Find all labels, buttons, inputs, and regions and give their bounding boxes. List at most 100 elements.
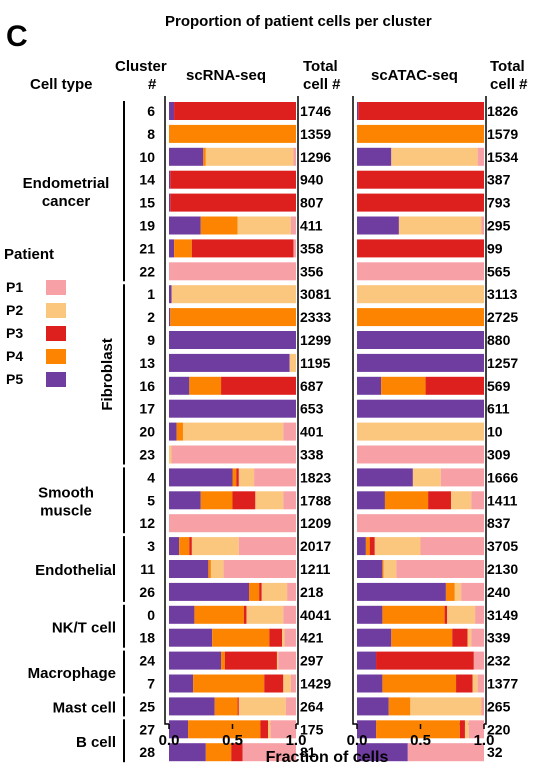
bar-rna-c19-p4 — [200, 216, 238, 235]
bar-rna-c21-p3 — [191, 239, 294, 258]
bar-rna-c25-p2 — [238, 697, 286, 716]
bar-rna-c25-p3 — [237, 697, 239, 716]
bar-rna-c0-p2 — [246, 605, 284, 624]
bar-rna-c15-p5 — [169, 193, 171, 212]
bar-atac-c7-p1 — [477, 674, 484, 693]
bar-atac-c24-p1 — [473, 651, 484, 670]
total-atac-c6: 1826 — [487, 103, 518, 119]
legend-label-p2: P2 — [6, 302, 24, 318]
bar-rna-c20-p2 — [182, 422, 284, 441]
total-rna-c23: 338 — [300, 447, 324, 463]
bar-rna-c21-p1 — [293, 239, 296, 258]
cluster-label-21: 21 — [139, 240, 155, 256]
bar-rna-c4-p3 — [236, 468, 239, 487]
cluster-label-8: 8 — [147, 126, 155, 142]
total-rna-c7: 1429 — [300, 676, 331, 692]
xtick-label-rna-1: 0.5 — [222, 732, 243, 749]
total-rna-c26: 218 — [300, 584, 324, 600]
bar-atac-c12-p1 — [357, 514, 484, 533]
total-rna-c17: 653 — [300, 401, 324, 417]
header-total-atac-line2: cell # — [490, 76, 528, 93]
bar-rna-c7-p4 — [193, 674, 265, 693]
bar-rna-c28-p4 — [205, 743, 232, 762]
total-rna-c14: 940 — [300, 172, 324, 188]
bar-rna-c28-p1 — [242, 743, 296, 762]
bar-atac-c25-p4 — [388, 697, 411, 716]
cluster-label-17: 17 — [139, 401, 155, 417]
bar-rna-c7-p3 — [264, 674, 284, 693]
bar-atac-c6-p3 — [358, 102, 484, 120]
total-rna-c8: 1359 — [300, 126, 331, 142]
total-atac-c2: 2725 — [487, 309, 518, 325]
cluster-label-11: 11 — [140, 561, 155, 577]
bar-atac-c0-p5 — [357, 605, 383, 624]
bar-atac-c25-p5 — [357, 697, 389, 716]
xtick-label-atac-1: 0.5 — [410, 732, 431, 749]
bar-atac-c16-p3 — [425, 376, 484, 395]
cluster-label-16: 16 — [139, 378, 155, 394]
bar-rna-c26-p1 — [287, 582, 296, 601]
header-total-rna-line2: cell # — [303, 76, 341, 93]
bar-rna-c9-p5 — [169, 331, 296, 349]
bar-atac-c14-p3 — [357, 170, 484, 189]
total-atac-c4: 1666 — [487, 469, 518, 485]
total-atac-c23: 309 — [487, 447, 511, 463]
bar-rna-c5-p5 — [169, 491, 201, 510]
bar-rna-c1-p5 — [169, 285, 172, 304]
bar-atac-c27-p5 — [357, 720, 377, 739]
bar-atac-c10-p2 — [391, 147, 478, 166]
bar-rna-c24-p1 — [278, 651, 296, 670]
bar-rna-c16-p5 — [169, 376, 190, 395]
total-atac-c27: 220 — [487, 721, 511, 737]
bar-rna-c14-p5 — [169, 170, 171, 189]
total-rna-c27: 175 — [300, 721, 324, 737]
bar-rna-c11-p5 — [169, 560, 209, 578]
bar-rna-c4-p2 — [238, 468, 255, 487]
bar-rna-c24-p5 — [169, 651, 222, 670]
bar-rna-c27-p5 — [169, 720, 189, 739]
total-atac-c11: 2130 — [487, 561, 518, 577]
bar-atac-c4-p1 — [440, 468, 484, 487]
bar-atac-c5-p2 — [450, 491, 472, 510]
bar-atac-c3-p2 — [374, 537, 421, 556]
total-rna-c22: 356 — [300, 263, 324, 279]
cluster-label-9: 9 — [147, 332, 155, 348]
bar-atac-c18-p4 — [391, 628, 453, 647]
bar-atac-c0-p1 — [475, 605, 484, 624]
cluster-label-23: 23 — [139, 447, 155, 463]
header-panel-rna: scRNA-seq — [186, 67, 267, 84]
bar-atac-c4-p5 — [357, 468, 413, 487]
total-rna-c6: 1746 — [300, 103, 331, 119]
panel-letter: C — [6, 20, 28, 53]
bar-atac-c3-p5 — [357, 537, 366, 556]
bar-atac-c2-p4 — [357, 308, 484, 327]
bar-rna-c19-p2 — [237, 216, 291, 235]
bar-rna-c20-p1 — [283, 422, 296, 441]
total-atac-c24: 232 — [487, 653, 511, 669]
bar-rna-c20-p4 — [176, 422, 183, 441]
bar-rna-c23-p1 — [171, 445, 296, 464]
bar-rna-c4-p4 — [232, 468, 237, 487]
bar-rna-c10-p1 — [293, 147, 296, 166]
total-atac-c28: 32 — [487, 744, 503, 760]
group-label-5: Macrophage — [28, 665, 116, 682]
bar-atac-c15-p3 — [357, 193, 484, 212]
bar-atac-c26-p1 — [461, 582, 484, 601]
bar-rna-c5-p1 — [283, 491, 296, 510]
total-atac-c17: 611 — [487, 401, 510, 417]
total-atac-c21: 99 — [487, 240, 503, 256]
group-label-3: Endothelial — [35, 562, 116, 579]
bar-atac-c18-p5 — [357, 628, 392, 647]
bar-rna-c10-p5 — [169, 147, 204, 166]
bar-rna-c2-p4 — [170, 308, 296, 327]
bar-rna-c27-p1 — [270, 720, 296, 739]
bar-rna-c18-p2 — [282, 628, 285, 647]
total-rna-c10: 1296 — [300, 149, 331, 165]
bar-atac-c24-p3 — [376, 651, 474, 670]
bar-atac-c22-p1 — [357, 262, 484, 281]
legend-swatch-p1 — [46, 280, 66, 295]
bar-rna-c13-p5 — [169, 353, 290, 372]
bar-atac-c7-p3 — [456, 674, 473, 693]
legend-label-p5: P5 — [6, 371, 24, 387]
total-atac-c0: 3149 — [487, 607, 518, 623]
